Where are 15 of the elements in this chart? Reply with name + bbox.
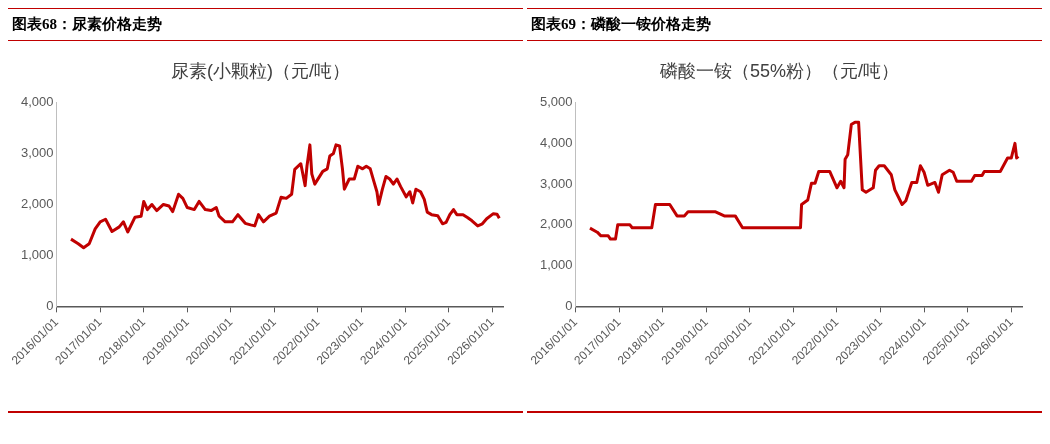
y-tick-label: 3,000 (539, 175, 573, 191)
chart-subtitle: 磷酸一铵（55%粉）（元/吨） (658, 60, 900, 81)
chart-subtitle: 尿素(小颗粒)（元/吨） (171, 60, 350, 81)
y-tick-label: 4,000 (20, 94, 54, 110)
y-tick-label: 2,000 (20, 196, 54, 212)
y-tick-label: 4,000 (539, 134, 573, 150)
y-tick-label: 1,000 (539, 257, 573, 273)
y-tick-label: 2,000 (539, 216, 573, 232)
y-tick-label: 5,000 (539, 94, 573, 110)
y-tick-label: 3,000 (20, 145, 54, 161)
chart-title: 图表68：尿素价格走势 (8, 8, 523, 41)
y-tick-label: 1,000 (20, 246, 54, 262)
y-tick-label: 0 (565, 297, 573, 313)
y-tick-label: 0 (46, 297, 54, 313)
chart-title: 图表69：磷酸一铵价格走势 (527, 8, 1042, 41)
